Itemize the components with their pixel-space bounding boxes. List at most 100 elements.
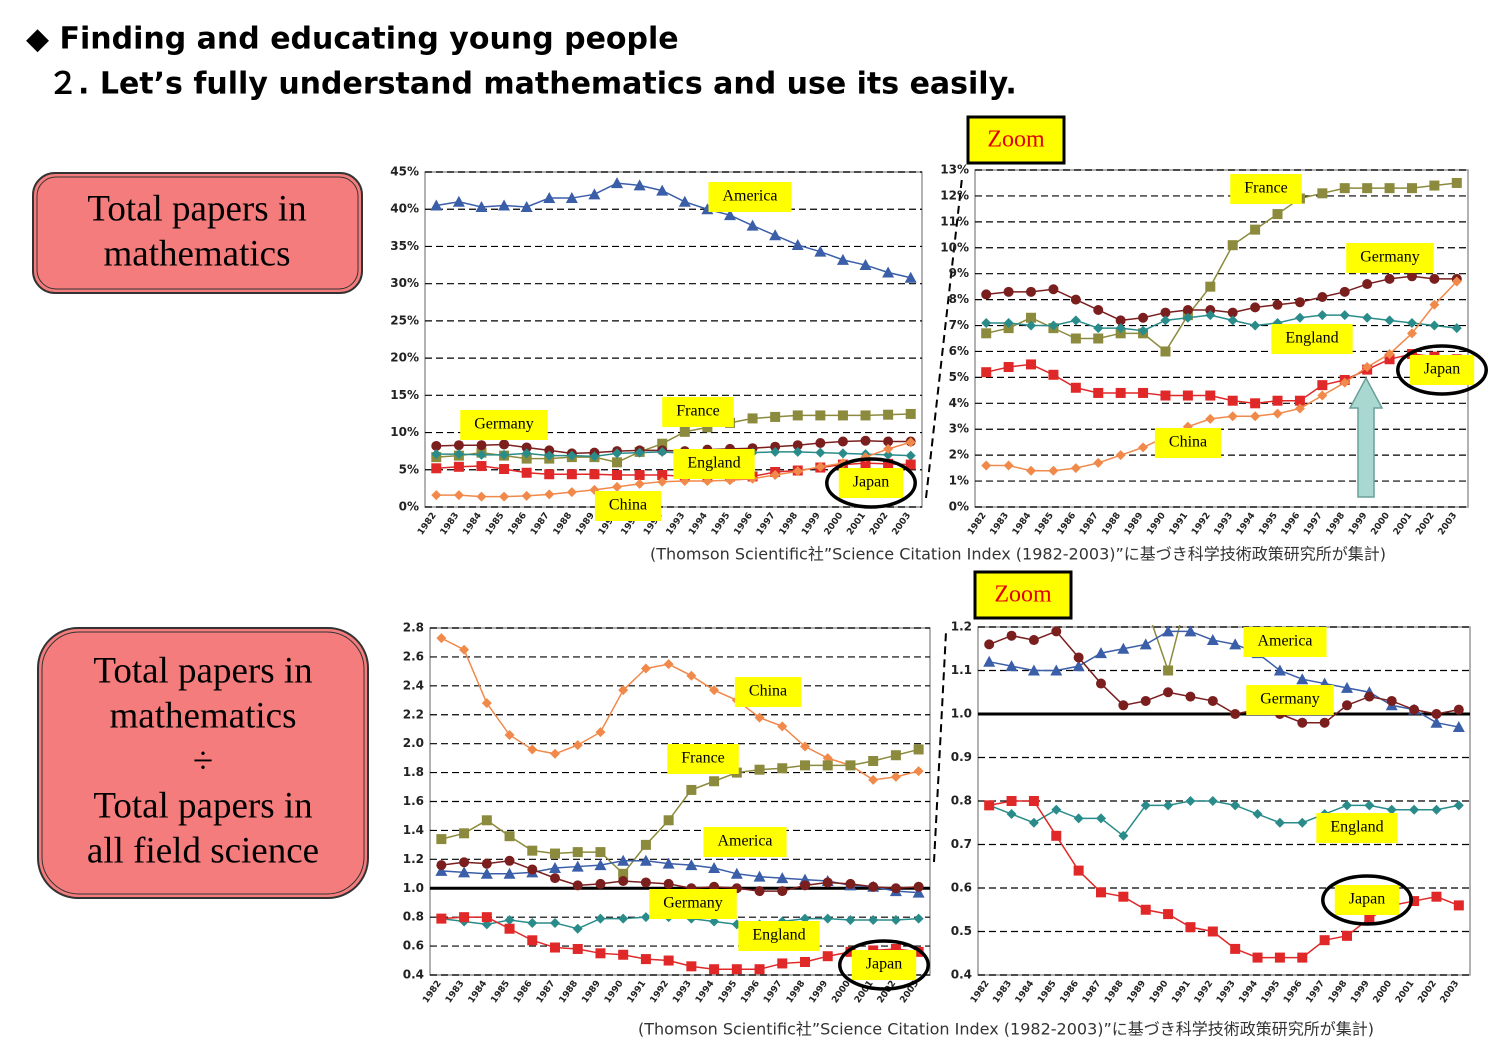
series-label-bg bbox=[1243, 627, 1327, 657]
series-line bbox=[441, 860, 919, 892]
marker bbox=[1227, 411, 1238, 422]
marker bbox=[1297, 817, 1308, 828]
x-tick-label: 1985 bbox=[1033, 511, 1056, 537]
marker bbox=[815, 461, 826, 472]
header-subtitle: ２. Let’s fully understand mathematics an… bbox=[48, 67, 1017, 102]
box-text: mathematics bbox=[104, 233, 291, 274]
x-tick-label: 1986 bbox=[1059, 979, 1082, 1005]
series-label: Germany bbox=[1360, 249, 1420, 266]
x-tick-label: 2003 bbox=[1439, 979, 1462, 1005]
marker bbox=[1384, 354, 1395, 365]
x-tick-label: 1983 bbox=[991, 979, 1014, 1005]
series-label-bg bbox=[1271, 324, 1353, 354]
marker bbox=[436, 834, 447, 845]
series-label-bg bbox=[673, 449, 755, 479]
box-text: mathematics bbox=[110, 695, 297, 736]
marker bbox=[1339, 183, 1350, 194]
x-tick-label: 1998 bbox=[778, 511, 801, 537]
marker bbox=[520, 200, 533, 212]
y-tick-label: 1.4 bbox=[403, 823, 424, 837]
marker bbox=[1409, 804, 1420, 815]
marker bbox=[436, 860, 447, 871]
x-tick-label: 1982 bbox=[969, 979, 992, 1005]
marker bbox=[905, 459, 916, 470]
marker bbox=[476, 461, 487, 472]
marker bbox=[709, 916, 720, 927]
marker bbox=[777, 958, 788, 969]
marker bbox=[521, 442, 532, 453]
marker bbox=[459, 912, 470, 923]
marker bbox=[481, 698, 492, 709]
marker bbox=[1140, 800, 1151, 811]
marker bbox=[618, 868, 629, 879]
marker bbox=[1028, 817, 1039, 828]
marker bbox=[913, 766, 924, 777]
marker bbox=[845, 878, 856, 889]
x-tick-label: 1993 bbox=[1213, 511, 1236, 537]
marker bbox=[1093, 333, 1104, 344]
marker bbox=[859, 259, 872, 271]
y-tick-label: 2.4 bbox=[403, 678, 424, 692]
marker bbox=[550, 748, 560, 759]
series-label: Japan bbox=[866, 956, 902, 973]
marker bbox=[1093, 304, 1104, 315]
marker bbox=[612, 448, 623, 459]
marker bbox=[550, 873, 560, 884]
x-tick-label: 2002 bbox=[1416, 979, 1439, 1005]
marker bbox=[905, 408, 916, 419]
x-tick-label: 1997 bbox=[1302, 511, 1325, 537]
marker bbox=[754, 964, 765, 975]
x-tick-label: 1983 bbox=[444, 979, 467, 1005]
y-tick-label: 2.0 bbox=[403, 736, 424, 750]
marker bbox=[822, 951, 833, 962]
marker bbox=[1182, 304, 1193, 315]
marker bbox=[1208, 35, 1218, 45]
marker bbox=[1294, 403, 1305, 414]
marker bbox=[1430, 716, 1443, 728]
marker bbox=[521, 490, 532, 501]
marker bbox=[1230, 70, 1240, 80]
y-tick-label: 1.2 bbox=[951, 620, 972, 634]
marker bbox=[476, 440, 487, 451]
marker bbox=[1341, 681, 1353, 693]
x-tick-label: 1986 bbox=[507, 511, 530, 537]
marker bbox=[678, 195, 691, 207]
marker bbox=[1163, 687, 1174, 698]
marker bbox=[890, 883, 901, 894]
series-label: Germany bbox=[663, 895, 723, 912]
x-tick-label: 1989 bbox=[574, 511, 597, 537]
marker bbox=[792, 446, 803, 457]
marker bbox=[1451, 177, 1462, 188]
marker bbox=[1207, 695, 1218, 706]
marker bbox=[1028, 635, 1039, 646]
marker bbox=[480, 867, 493, 879]
marker bbox=[453, 449, 464, 460]
y-tick-label: 9% bbox=[949, 266, 969, 280]
series-line bbox=[986, 314, 1457, 332]
marker bbox=[1006, 630, 1017, 641]
marker bbox=[453, 490, 464, 501]
marker bbox=[1026, 286, 1037, 297]
marker bbox=[776, 872, 789, 884]
marker bbox=[1250, 224, 1261, 235]
marker bbox=[544, 445, 555, 456]
y-tick-label: 2% bbox=[949, 448, 969, 462]
marker bbox=[1451, 276, 1462, 287]
marker bbox=[1384, 349, 1395, 360]
x-tick-label: 2002 bbox=[1414, 511, 1437, 537]
y-tick-label: 13% bbox=[940, 163, 969, 177]
marker bbox=[1007, 0, 1017, 1]
marker bbox=[753, 870, 766, 882]
x-tick-label: 1990 bbox=[1148, 979, 1171, 1005]
marker bbox=[1406, 271, 1417, 282]
marker bbox=[792, 466, 803, 477]
series-label-bg bbox=[649, 889, 737, 919]
marker bbox=[686, 670, 697, 681]
marker bbox=[1273, 664, 1286, 676]
marker bbox=[634, 469, 645, 480]
marker bbox=[504, 923, 515, 934]
marker bbox=[1093, 457, 1104, 468]
x-tick-label: 1998 bbox=[1327, 979, 1350, 1005]
marker bbox=[1115, 450, 1126, 461]
x-tick-label: 1989 bbox=[1126, 979, 1149, 1005]
